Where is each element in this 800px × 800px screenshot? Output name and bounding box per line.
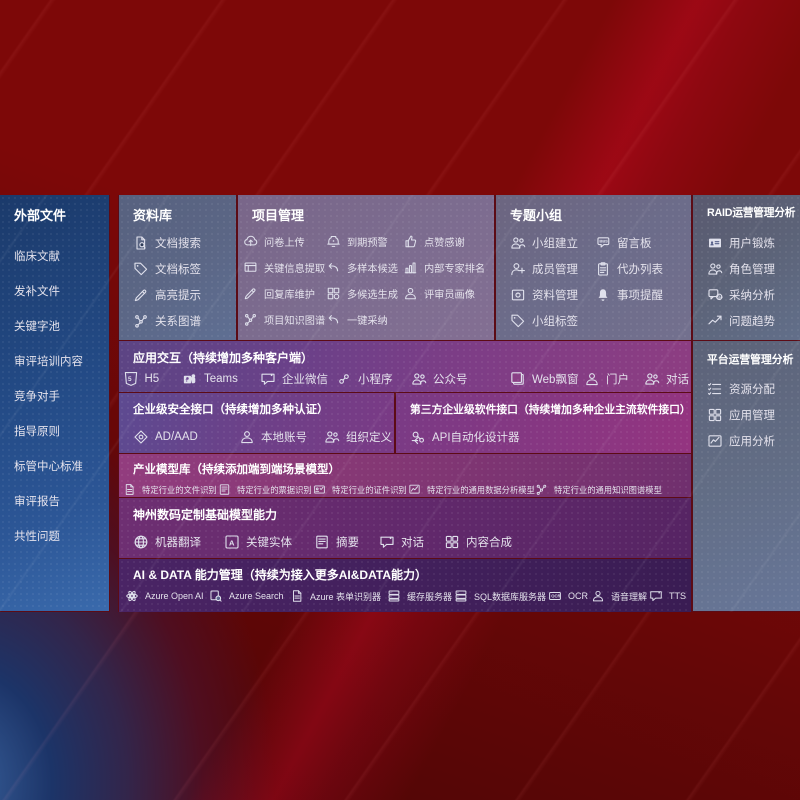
svg-text:A: A xyxy=(229,538,235,547)
svg-text:QA: QA xyxy=(718,295,724,299)
svg-text:5: 5 xyxy=(128,376,132,383)
svg-text:T: T xyxy=(186,378,189,383)
svg-text:BBS: BBS xyxy=(599,238,608,243)
svg-text:OCR: OCR xyxy=(551,594,560,599)
